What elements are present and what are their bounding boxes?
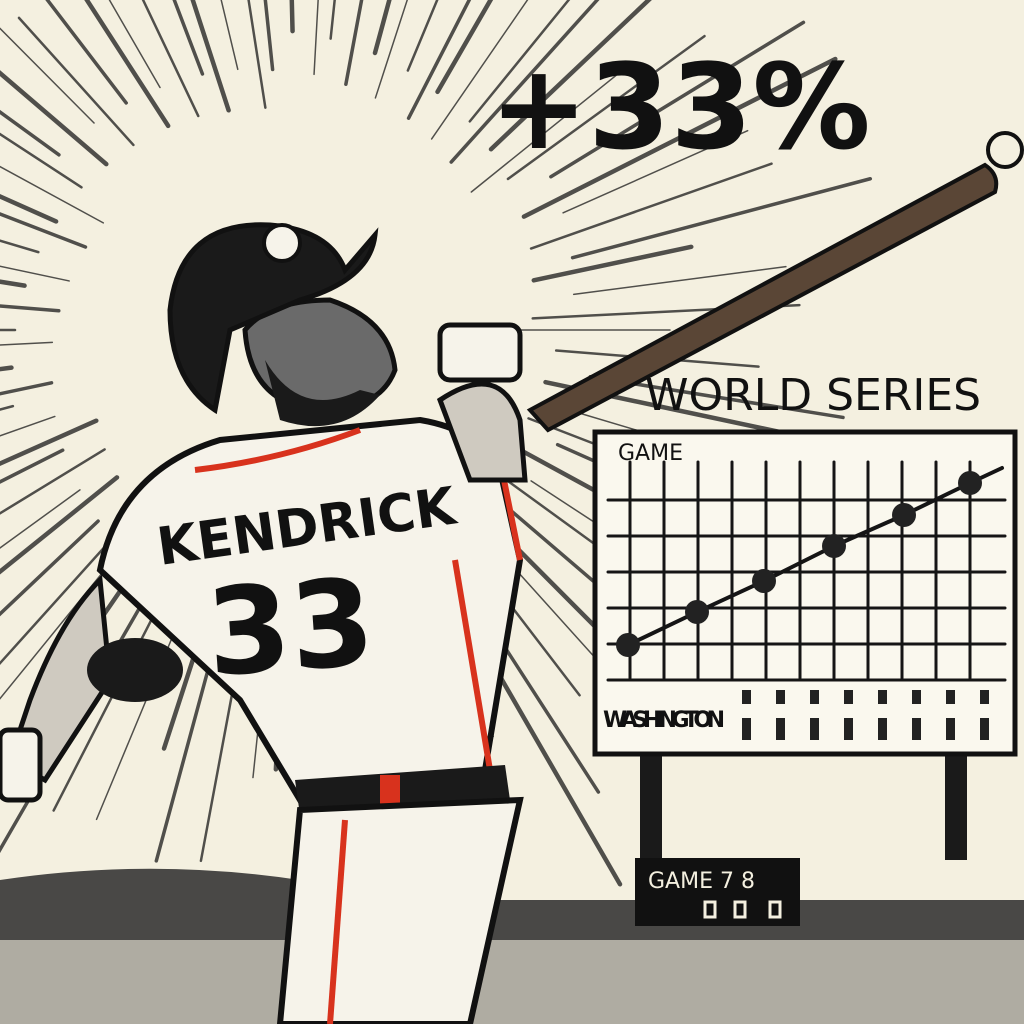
- speed-line: [0, 212, 88, 249]
- headline: +33%: [489, 38, 870, 176]
- speed-line: [172, 0, 205, 76]
- sign: [635, 858, 800, 926]
- bat: [526, 162, 999, 433]
- scoreboard-label: GAME: [618, 441, 683, 466]
- speed-line: [0, 475, 120, 575]
- speed-line: [468, 0, 571, 123]
- score-cell: [742, 690, 751, 704]
- scoreboard-grid: [606, 460, 1007, 682]
- ball: [986, 131, 1024, 169]
- speed-line: [0, 70, 109, 167]
- score-cell: [946, 718, 955, 740]
- speed-line: [0, 489, 81, 549]
- speed-line: [562, 129, 749, 214]
- speed-line: [0, 341, 54, 346]
- speed-line: [0, 265, 70, 282]
- speed-line: [247, 0, 267, 109]
- speed-line: [0, 448, 106, 515]
- score-cells: [742, 690, 989, 740]
- speed-line: [0, 304, 61, 313]
- speed-line: [108, 0, 161, 89]
- speed-line: [572, 265, 787, 296]
- speed-line: [435, 0, 494, 95]
- jersey-number: 33: [202, 554, 378, 704]
- sign-cells: [703, 900, 782, 919]
- score-cell: [776, 690, 785, 704]
- speed-line: [488, 0, 652, 152]
- speed-line: [430, 0, 529, 140]
- trend-dots: [616, 471, 982, 657]
- speed-line: [0, 415, 56, 437]
- speed-line: [141, 0, 200, 118]
- score-cell: [878, 690, 887, 704]
- score-cell: [844, 718, 853, 740]
- speed-line: [506, 34, 706, 181]
- speed-line: [329, 0, 336, 40]
- score-cell: [776, 718, 785, 740]
- score-cell: [980, 690, 989, 704]
- speed-line: [406, 0, 472, 120]
- speed-line: [406, 0, 439, 72]
- score-cell: [810, 718, 819, 740]
- score-cell: [810, 690, 819, 704]
- speed-line: [313, 0, 319, 76]
- speed-line: [372, 0, 392, 56]
- score-cell: [980, 718, 989, 740]
- speed-line: [529, 162, 773, 250]
- player: KENDRICK 33: [0, 222, 528, 1024]
- speed-line: [0, 381, 54, 396]
- speed-line: [84, 0, 171, 129]
- score-cell: [912, 718, 921, 740]
- field: [0, 940, 1024, 1024]
- speed-line: [220, 0, 239, 71]
- post: [640, 750, 662, 860]
- speed-line: [470, 72, 621, 193]
- speed-line: [0, 193, 59, 224]
- speed-line: [521, 56, 838, 219]
- score-cell: [844, 690, 853, 704]
- scoreboard: [592, 429, 1018, 757]
- speed-line: [0, 519, 100, 617]
- speed-line: [0, 418, 99, 467]
- speed-line: [344, 0, 364, 86]
- speed-line: [0, 27, 95, 124]
- speed-line: [17, 16, 135, 147]
- score-cell: [742, 718, 751, 740]
- speed-line: [449, 0, 600, 164]
- team-name: WASHINGTON: [603, 708, 725, 733]
- speed-line: [190, 0, 231, 113]
- speed-line: [374, 0, 409, 99]
- scoreboard-title: WORLD SERIES: [645, 370, 981, 421]
- score-cell: [946, 690, 955, 704]
- speed-line: [0, 132, 83, 189]
- speed-line: [0, 165, 105, 224]
- speed-line: [0, 109, 61, 157]
- speed-line: [549, 20, 806, 179]
- speed-line: [0, 448, 65, 484]
- speed-line: [531, 244, 694, 283]
- speed-line: [263, 0, 275, 72]
- sign-label: GAME 7 8: [648, 869, 755, 894]
- score-cell: [878, 718, 887, 740]
- post: [945, 750, 967, 860]
- speed-line: [570, 176, 873, 260]
- score-cell: [912, 690, 921, 704]
- speed-line: [45, 0, 128, 105]
